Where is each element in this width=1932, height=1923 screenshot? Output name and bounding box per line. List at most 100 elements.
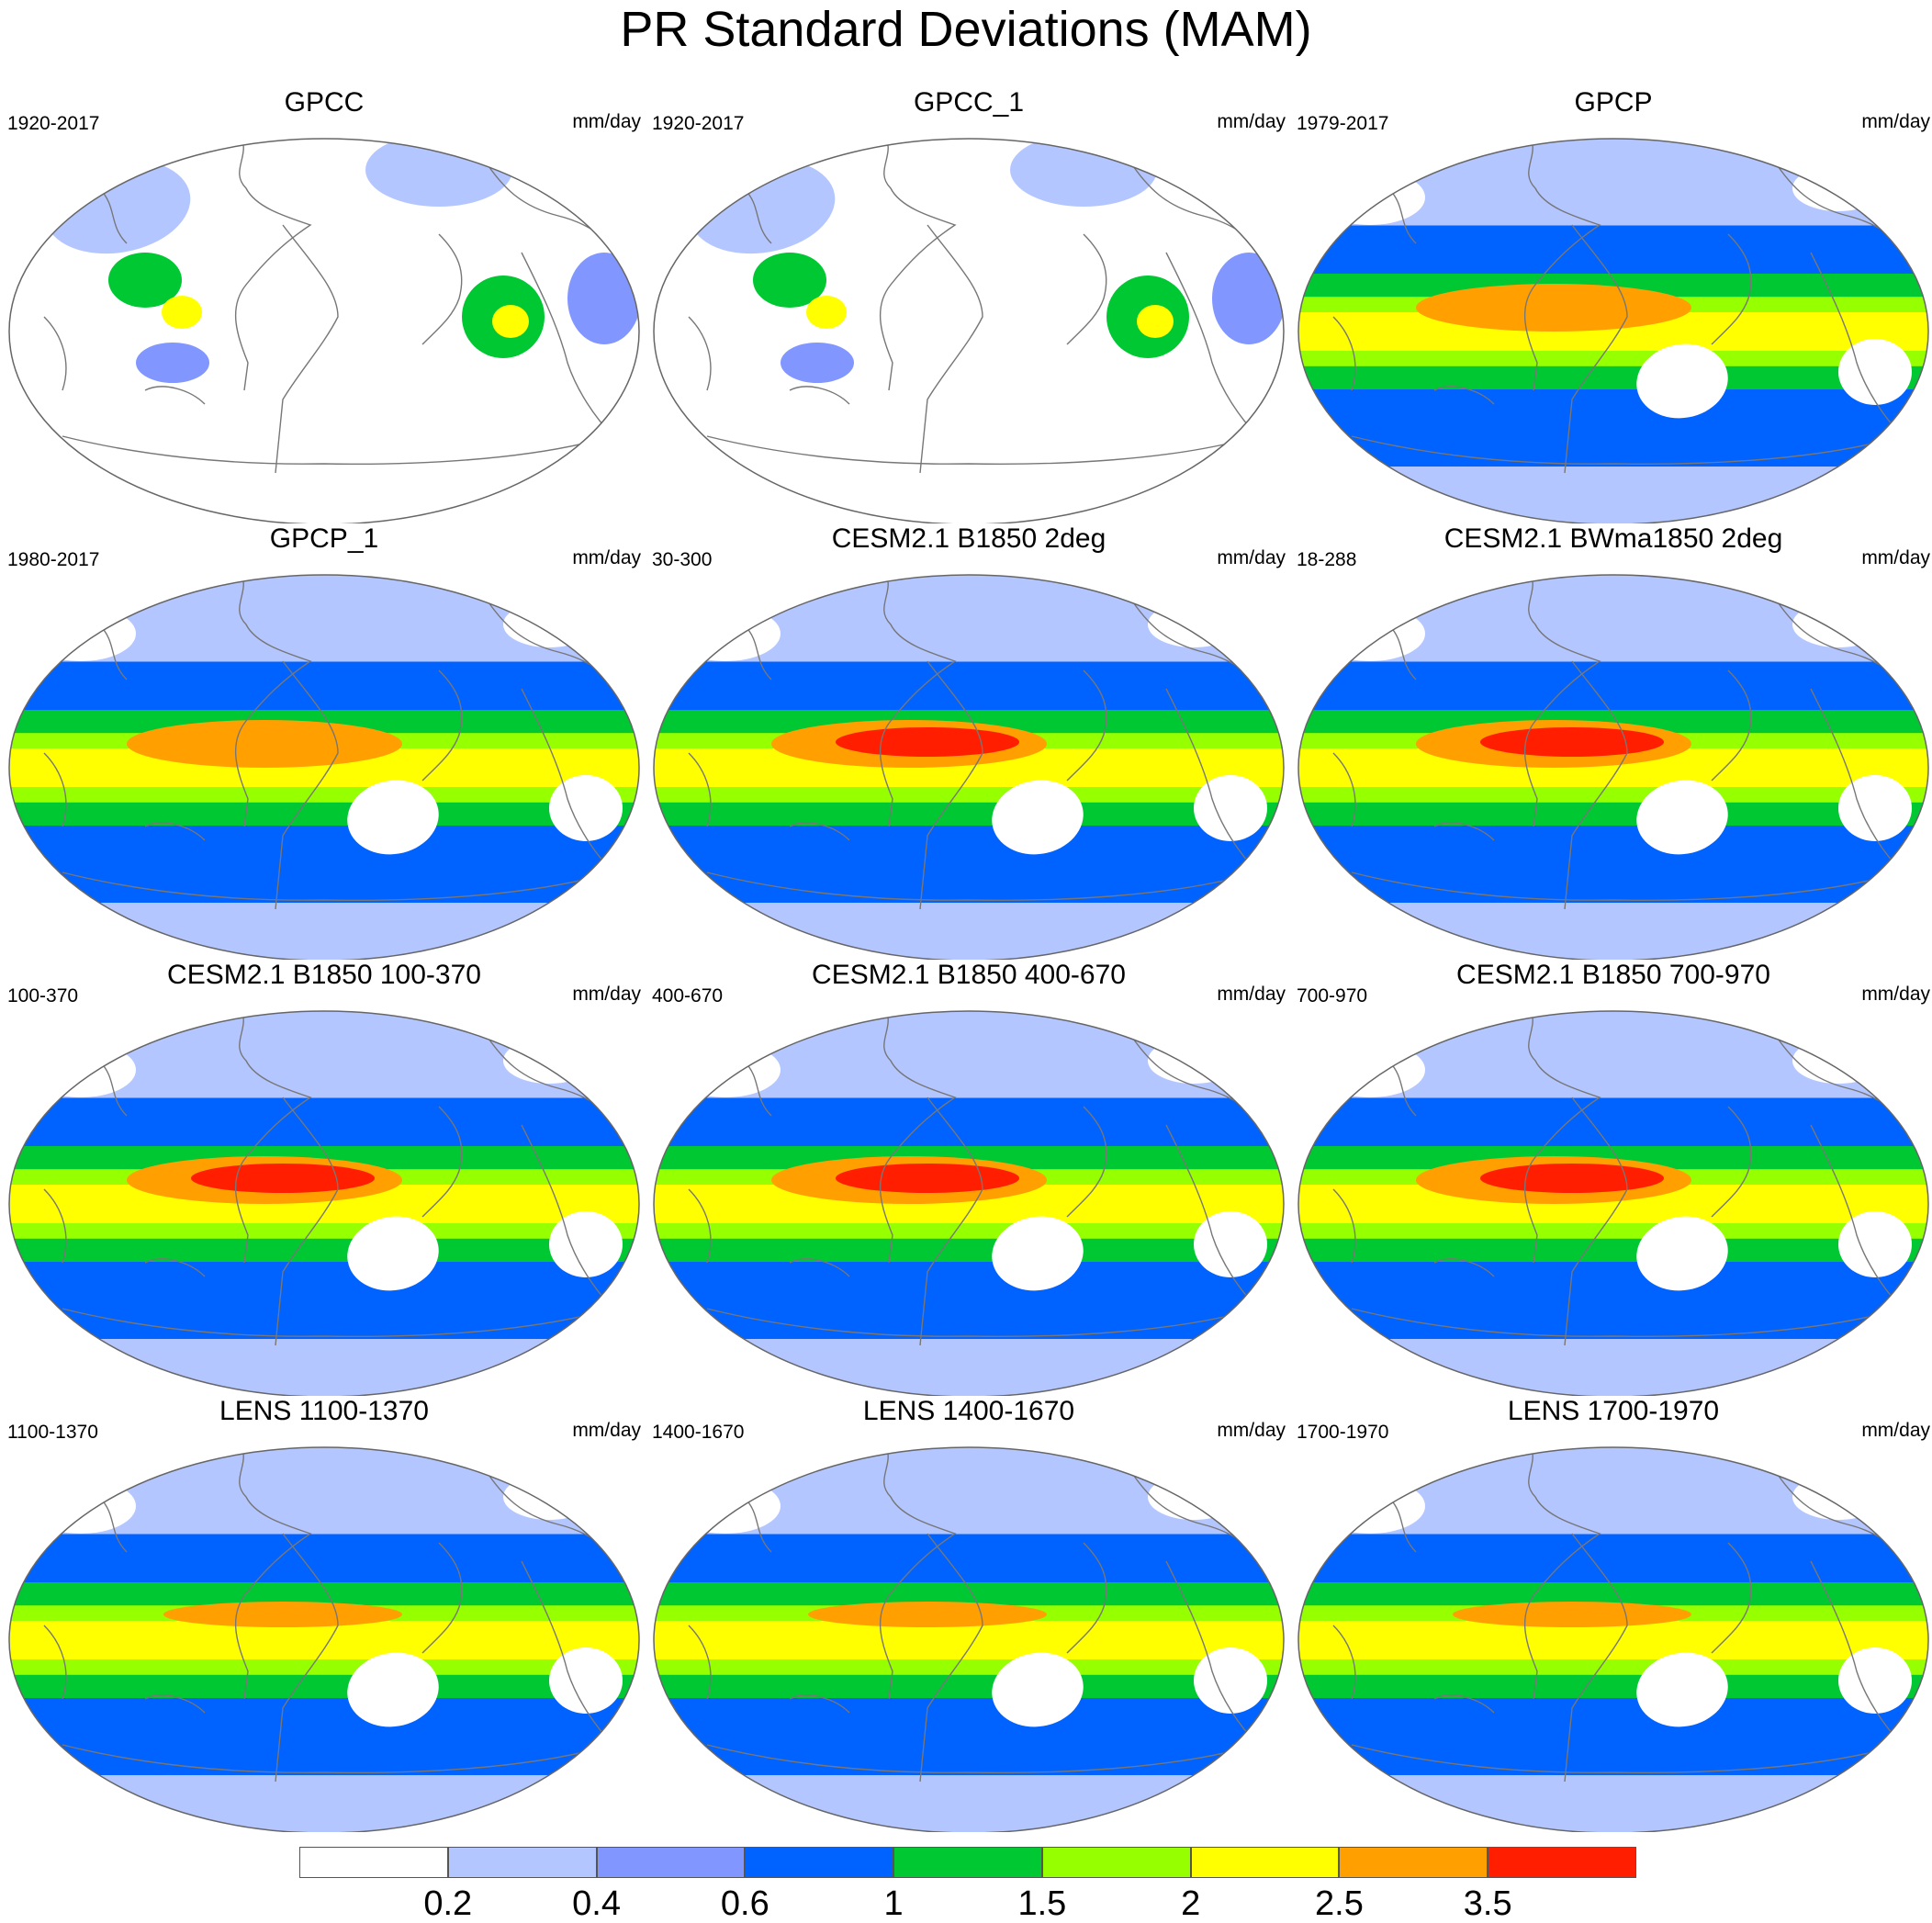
south-asia-high — [108, 253, 182, 308]
south-atlantic-dry — [549, 1647, 623, 1714]
itcz-yellow — [1298, 1621, 1928, 1659]
colorbar-tick-label: 2.5 — [1315, 1884, 1364, 1923]
coastline — [1564, 1096, 1628, 1346]
coastline — [1711, 1542, 1752, 1654]
coastline — [1165, 1560, 1259, 1746]
map-panel: CESM2.1 B1850 2deg 30-300 mm/day — [652, 523, 1286, 960]
australia-mid — [781, 343, 854, 383]
map-field — [9, 1447, 639, 1832]
eurasia-dry — [670, 1042, 781, 1097]
map-panel: CESM2.1 B1850 700-970 700-970 mm/day — [1297, 960, 1930, 1396]
map-projection — [8, 1010, 640, 1396]
coastline — [521, 688, 614, 873]
colorbar-tick-label: 0.6 — [720, 1884, 769, 1923]
colorbar-swatch — [893, 1847, 1042, 1878]
south-storm-track — [1298, 815, 1928, 903]
coastline — [521, 252, 614, 437]
map-field — [654, 1011, 1284, 1396]
coastline — [1066, 1542, 1107, 1654]
coastline — [43, 316, 67, 391]
panel-title: GPCP — [1574, 87, 1653, 118]
coastline — [421, 1106, 463, 1218]
colorbar-swatch — [447, 1847, 597, 1878]
map-outline — [1297, 1446, 1929, 1832]
south-atlantic-dry — [1194, 1211, 1267, 1277]
coastline — [919, 1096, 983, 1346]
north-africa-dry — [503, 1038, 595, 1084]
map-panel: GPCP_1 1980-2017 mm/day — [7, 523, 641, 960]
coastline — [1406, 575, 1601, 827]
map-projection — [653, 1010, 1285, 1396]
colorbar-tick-label: 0.2 — [423, 1884, 473, 1923]
coastline — [1332, 1188, 1356, 1264]
colorbar-swatch — [745, 1847, 894, 1878]
coastline — [1810, 688, 1904, 873]
coastline — [688, 1188, 712, 1264]
warm-pool-orange — [1416, 284, 1691, 332]
polar-south — [1298, 1775, 1928, 1832]
map-outline — [653, 574, 1285, 960]
coastline — [1711, 669, 1752, 782]
colorbar-tick-label: 1.5 — [1017, 1884, 1067, 1923]
map-panel: LENS 1400-1670 1400-1670 mm/day — [652, 1396, 1286, 1832]
coastline — [761, 139, 957, 391]
coastline — [919, 660, 983, 910]
panel-title: CESM2.1 B1850 400-670 — [812, 960, 1126, 990]
colorbar-swatch — [596, 1847, 746, 1878]
antarctica — [730, 432, 1208, 468]
north-africa-dry — [503, 1474, 595, 1520]
coastline — [1406, 139, 1601, 391]
eurasia-dry — [1315, 1479, 1425, 1534]
coastline — [62, 872, 596, 902]
coastline — [1433, 386, 1495, 405]
polar-south — [9, 1339, 639, 1396]
warm-pool-red — [836, 1164, 1019, 1193]
panel-units: mm/day — [1217, 547, 1286, 568]
coastline — [1433, 1258, 1495, 1277]
south-pacific-dry — [347, 1652, 439, 1727]
colorbar-tick-label: 1 — [883, 1884, 904, 1923]
panel-units: mm/day — [1217, 111, 1286, 132]
coastline — [1066, 669, 1107, 782]
panel-units: mm/day — [1217, 1420, 1286, 1441]
australia-mid — [136, 343, 209, 383]
south-storm-track — [1298, 1252, 1928, 1339]
coastline — [789, 1258, 850, 1277]
south-atlantic-dry — [1194, 775, 1267, 841]
coastline — [117, 575, 312, 827]
map-projection — [653, 574, 1285, 960]
colorbar-tick-label: 3.5 — [1463, 1884, 1512, 1923]
coastline — [1433, 822, 1495, 841]
map-field — [9, 1011, 639, 1396]
panel-title: CESM2.1 B1850 700-970 — [1456, 960, 1770, 990]
coastline — [62, 435, 596, 466]
panel-period: 1920-2017 — [652, 113, 745, 134]
eurasia-dry — [670, 606, 781, 661]
map-outline — [8, 1010, 640, 1396]
colorbar-tick-label: 2 — [1181, 1884, 1201, 1923]
polar-south — [1298, 1339, 1928, 1396]
map-field — [1298, 575, 1928, 960]
north-africa-dry — [1792, 1038, 1884, 1084]
coastline — [1406, 1011, 1601, 1264]
coastline — [919, 1533, 983, 1782]
panel-title: CESM2.1 B1850 100-370 — [167, 960, 481, 990]
panel-units: mm/day — [572, 547, 641, 568]
coastline — [275, 224, 339, 474]
eurasia-dry — [26, 1042, 136, 1097]
map-field — [1298, 139, 1928, 523]
panel-units: mm/day — [1861, 111, 1930, 132]
map-panel: GPCP 1979-2017 mm/day — [1297, 87, 1930, 523]
coastline — [275, 1533, 339, 1782]
map-panel: GPCC 1920-2017 mm/day — [7, 87, 641, 523]
map-outline — [653, 138, 1285, 523]
antarctica — [85, 432, 563, 468]
south-pacific-dry — [1636, 343, 1728, 419]
colorbar-swatch — [1041, 1847, 1191, 1878]
coastline — [144, 822, 206, 841]
map-projection — [1297, 1010, 1929, 1396]
map-outline — [653, 1446, 1285, 1832]
coastline — [1332, 316, 1356, 391]
map-outline — [8, 1446, 640, 1832]
coastline — [1810, 252, 1904, 437]
